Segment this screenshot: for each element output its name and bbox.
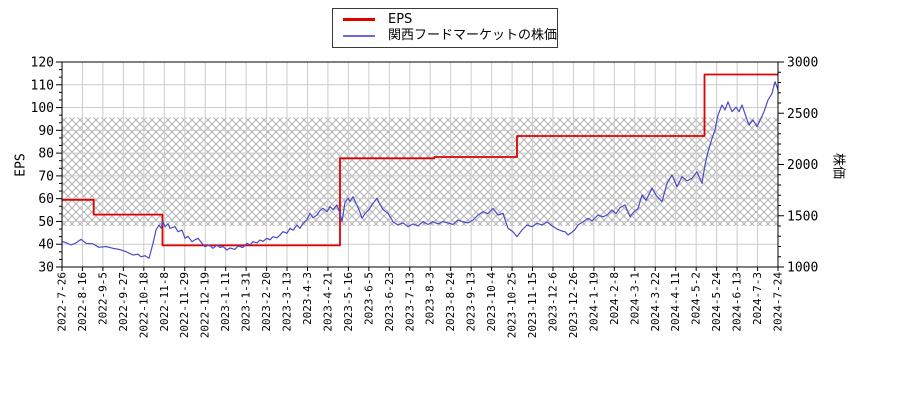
axis-ticks xyxy=(56,61,784,271)
svg-text:2023-10-25: 2023-10-25 xyxy=(506,272,519,338)
legend: EPS 関西フードマーケットの株価 xyxy=(332,8,558,48)
svg-text:60: 60 xyxy=(38,192,54,207)
svg-text:2022-12-19: 2022-12-19 xyxy=(199,272,212,338)
svg-text:80: 80 xyxy=(38,147,54,162)
svg-text:2023-4-3: 2023-4-3 xyxy=(301,272,314,325)
svg-text:70: 70 xyxy=(38,169,54,184)
svg-text:2024-1-19: 2024-1-19 xyxy=(587,272,600,332)
svg-text:2022-11-8: 2022-11-8 xyxy=(158,272,171,332)
legend-item-stock-price: 関西フードマーケットの株価 xyxy=(343,28,557,44)
stock-price-line-sample xyxy=(343,35,375,38)
svg-text:2024-3-1: 2024-3-1 xyxy=(628,272,641,325)
svg-text:2024-4-11: 2024-4-11 xyxy=(669,272,682,332)
stock-price-line xyxy=(61,81,779,259)
right-axis-title: 株価 xyxy=(830,152,846,180)
eps-line-sample xyxy=(343,18,375,22)
svg-text:100: 100 xyxy=(31,101,54,116)
svg-text:2500: 2500 xyxy=(787,107,818,122)
svg-text:2022-11-29: 2022-11-29 xyxy=(178,272,191,338)
svg-text:1500: 1500 xyxy=(787,209,818,224)
legend-label-stock-price: 関西フードマーケットの株価 xyxy=(388,28,558,44)
svg-text:2023-11-15: 2023-11-15 xyxy=(526,272,539,338)
svg-text:2023-5-16: 2023-5-16 xyxy=(342,272,355,332)
shaded-band xyxy=(62,117,778,226)
svg-text:2024-6-13: 2024-6-13 xyxy=(731,272,744,332)
svg-text:2023-4-21: 2023-4-21 xyxy=(321,272,334,332)
svg-text:110: 110 xyxy=(31,78,54,93)
svg-text:120: 120 xyxy=(31,56,54,71)
svg-text:2024-5-24: 2024-5-24 xyxy=(710,272,723,332)
svg-text:40: 40 xyxy=(38,238,54,253)
svg-text:2023-12-26: 2023-12-26 xyxy=(567,272,580,338)
svg-text:2023-8-24: 2023-8-24 xyxy=(444,272,457,332)
svg-text:2022-7-26: 2022-7-26 xyxy=(56,272,69,332)
svg-text:2023-8-3: 2023-8-3 xyxy=(424,272,437,325)
svg-text:2023-9-13: 2023-9-13 xyxy=(465,272,478,332)
svg-text:2022-8-16: 2022-8-16 xyxy=(76,272,89,332)
legend-label-eps: EPS xyxy=(388,11,413,27)
svg-text:90: 90 xyxy=(38,124,54,139)
eps-line xyxy=(62,73,778,247)
svg-text:2022-10-18: 2022-10-18 xyxy=(137,272,150,338)
svg-text:2024-2-8: 2024-2-8 xyxy=(608,272,621,325)
svg-text:2024-3-22: 2024-3-22 xyxy=(649,272,662,332)
svg-text:50: 50 xyxy=(38,215,54,230)
svg-text:2022-9-5: 2022-9-5 xyxy=(96,272,109,325)
svg-text:2024-7-3: 2024-7-3 xyxy=(751,272,764,325)
svg-text:2023-6-23: 2023-6-23 xyxy=(383,272,396,332)
svg-text:3000: 3000 xyxy=(787,56,818,71)
svg-text:2024-5-2: 2024-5-2 xyxy=(690,272,703,325)
left-axis-title: EPS xyxy=(13,153,29,177)
svg-text:2024-7-24: 2024-7-24 xyxy=(772,272,785,332)
svg-text:2023-1-31: 2023-1-31 xyxy=(240,272,253,332)
svg-text:2023-6-5: 2023-6-5 xyxy=(362,272,375,325)
svg-text:2023-7-13: 2023-7-13 xyxy=(403,272,416,332)
svg-text:30: 30 xyxy=(38,261,54,276)
legend-item-eps: EPS xyxy=(343,12,557,28)
svg-text:2023-3-13: 2023-3-13 xyxy=(281,272,294,332)
svg-text:2023-10-4: 2023-10-4 xyxy=(485,272,498,332)
svg-text:2023-2-20: 2023-2-20 xyxy=(260,272,273,332)
svg-text:2022-9-27: 2022-9-27 xyxy=(117,272,130,332)
svg-text:2000: 2000 xyxy=(787,158,818,173)
svg-text:2023-1-11: 2023-1-11 xyxy=(219,272,232,332)
svg-text:2023-12-6: 2023-12-6 xyxy=(546,272,559,332)
svg-text:1000: 1000 xyxy=(787,261,818,276)
